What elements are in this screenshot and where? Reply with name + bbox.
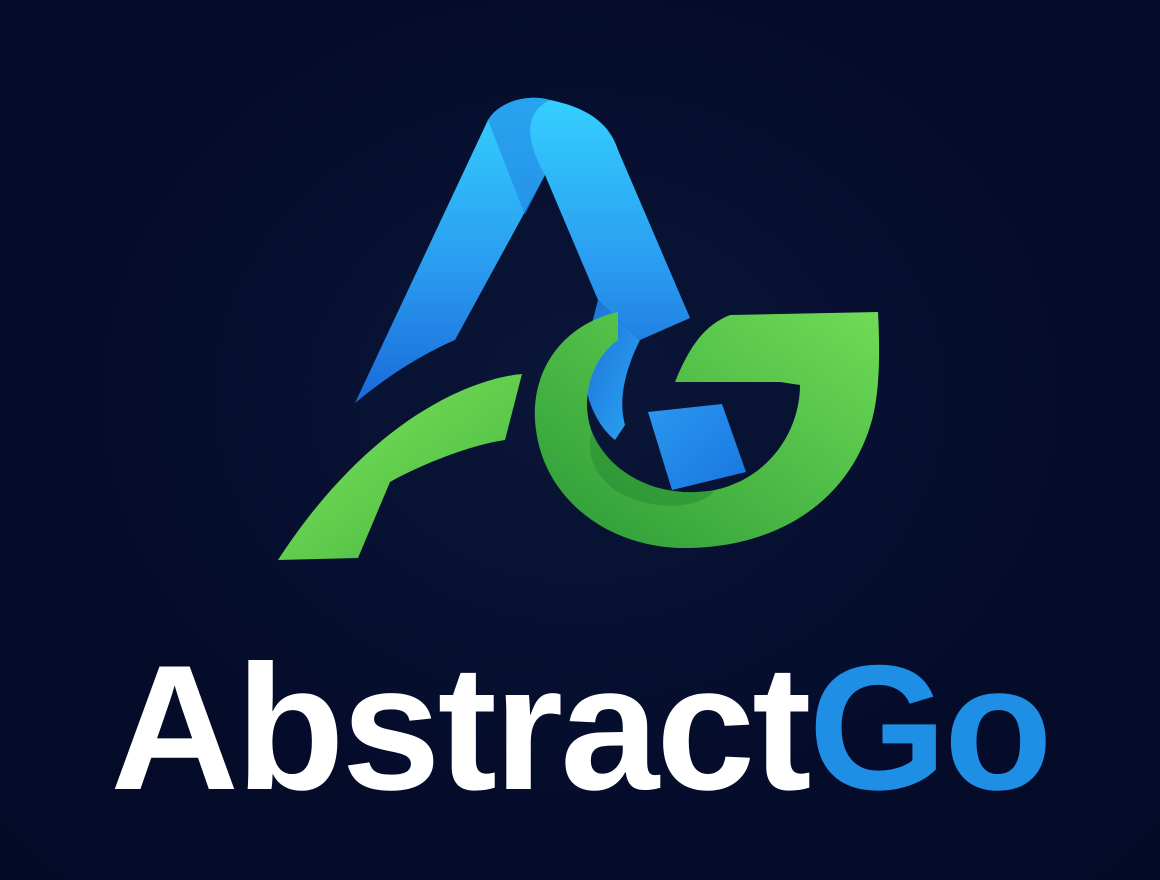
brand-name-accent: Go — [808, 628, 1052, 827]
brand-name-primary: Abstract — [110, 628, 811, 827]
ag-monogram-icon — [278, 97, 880, 560]
g-green-shade — [589, 432, 715, 506]
brand-wordmark: Abstract Go — [0, 628, 1160, 828]
a-blue-fold — [488, 97, 550, 215]
a-blue-ribbon — [355, 97, 690, 404]
a-green-swoosh — [278, 374, 522, 560]
g-blue-square — [648, 404, 746, 490]
